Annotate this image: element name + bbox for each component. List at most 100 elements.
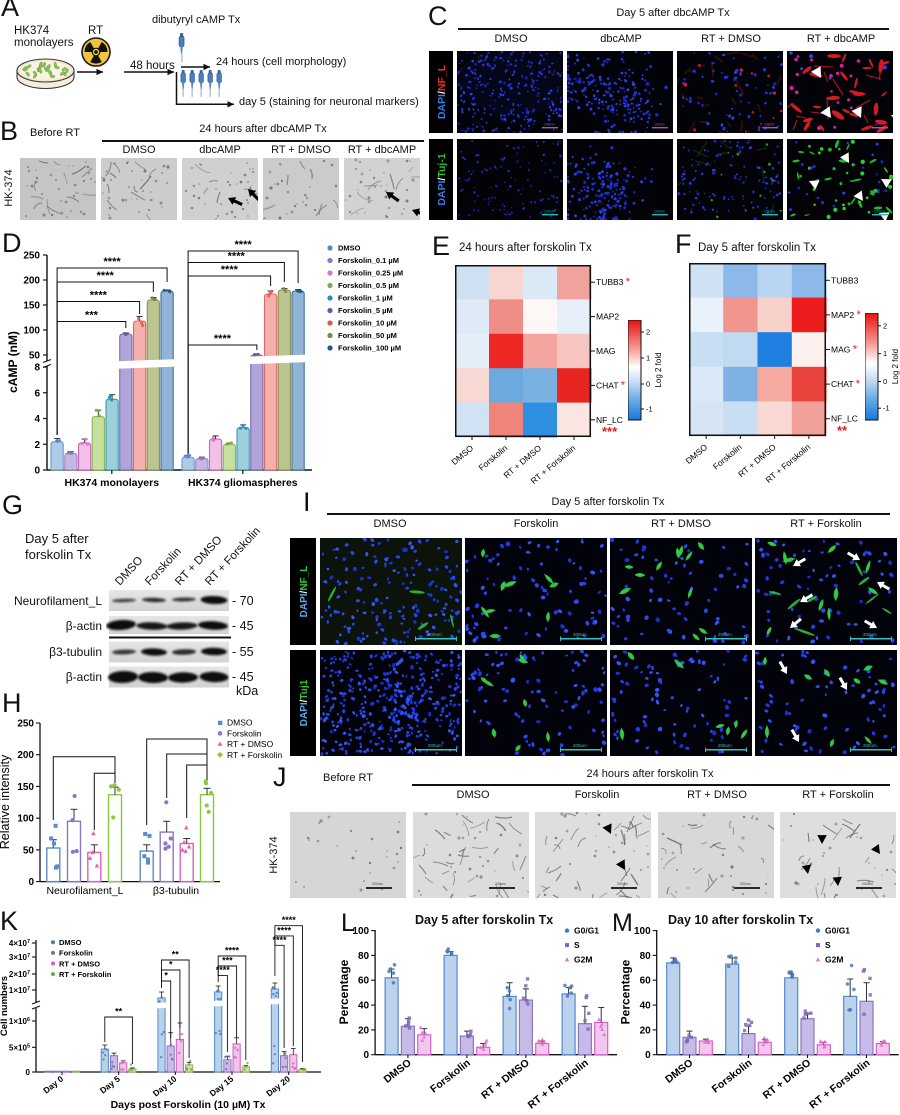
svg-text:CHAT *: CHAT *	[831, 378, 861, 390]
svg-text:***: ***	[85, 310, 99, 322]
svg-text:8: 8	[34, 363, 40, 374]
svg-text:*: *	[169, 960, 173, 970]
svg-text:DMSO: DMSO	[683, 442, 709, 466]
svg-text:RT + DMSO: RT + DMSO	[59, 959, 100, 968]
svg-text:1: 1	[883, 349, 887, 358]
svg-text:β3-tubulin: β3-tubulin	[153, 885, 199, 897]
svg-text:DAPI/NF_L: DAPI/NF_L	[299, 566, 310, 618]
svg-text:100: 100	[23, 326, 40, 337]
svg-text:200: 200	[17, 750, 34, 761]
svg-text:150: 150	[23, 301, 40, 312]
svg-text:****: ****	[216, 965, 231, 975]
svg-text:100: 100	[634, 926, 651, 937]
svg-text:100: 100	[352, 926, 369, 937]
svg-text:RT + DMSO: RT + DMSO	[761, 1057, 814, 1102]
svg-text:NF_LC: NF_LC	[831, 414, 858, 424]
svg-text:2: 2	[646, 328, 650, 337]
svg-text:100um: 100um	[874, 123, 885, 127]
svg-text:DMSO: DMSO	[382, 1057, 414, 1086]
svg-text:200um: 200um	[372, 882, 383, 886]
svg-text:100um: 100um	[544, 210, 555, 214]
svg-text:Log 2 fold: Log 2 fold	[654, 352, 663, 387]
svg-text:Forskolin_0.5 µM: Forskolin_0.5 µM	[338, 281, 399, 290]
svg-text:Day 15: Day 15	[207, 1074, 235, 1099]
svg-text:HK374 gliomaspheres: HK374 gliomaspheres	[188, 477, 298, 489]
svg-text:NF_LC: NF_LC	[596, 415, 623, 425]
svg-text:200um: 200um	[495, 882, 506, 886]
svg-text:TUBB3 *: TUBB3 *	[596, 276, 631, 288]
svg-text:RT + DMSO: RT + DMSO	[479, 1057, 532, 1102]
svg-text:250: 250	[23, 251, 40, 262]
svg-text:200um: 200um	[428, 632, 442, 637]
svg-text:0: 0	[34, 466, 40, 477]
svg-text:100um: 100um	[764, 210, 775, 214]
svg-text:20: 20	[358, 1025, 370, 1036]
svg-text:****: ****	[235, 239, 253, 251]
svg-text:S: S	[825, 940, 831, 950]
svg-text:***: ***	[222, 956, 233, 966]
svg-text:0: 0	[26, 1068, 31, 1077]
svg-text:1×106: 1×106	[9, 1017, 30, 1026]
svg-text:Forskolin_10 µM: Forskolin_10 µM	[338, 319, 397, 328]
svg-text:Day 5: Day 5	[98, 1074, 122, 1096]
svg-text:5×105: 5×105	[9, 1043, 30, 1052]
svg-text:50: 50	[23, 845, 35, 856]
svg-text:40: 40	[640, 1001, 652, 1012]
svg-text:S: S	[574, 940, 580, 950]
svg-text:Neurofilament_L: Neurofilament_L	[46, 885, 123, 897]
svg-text:100um: 100um	[764, 123, 775, 127]
svg-text:DAPI/Tuj1: DAPI/Tuj1	[299, 679, 310, 726]
svg-text:MAG *: MAG *	[831, 344, 858, 356]
svg-text:DMSO: DMSO	[338, 244, 361, 253]
svg-text:****: ****	[225, 946, 240, 956]
svg-text:50: 50	[29, 351, 41, 362]
svg-text:**: **	[837, 423, 848, 438]
svg-text:200um: 200um	[617, 882, 628, 886]
svg-text:40: 40	[358, 1001, 370, 1012]
svg-text:****: ****	[272, 935, 287, 945]
svg-text:Cell numbers: Cell numbers	[0, 976, 10, 1036]
svg-text:Day 10: Day 10	[151, 1074, 179, 1099]
svg-text:0: 0	[364, 1050, 370, 1061]
svg-text:***: ***	[602, 424, 618, 439]
svg-text:80: 80	[358, 951, 370, 962]
svg-text:Days post Forskolin (10 µM) Tx: Days post Forskolin (10 µM) Tx	[111, 1099, 266, 1111]
svg-text:MAG: MAG	[596, 346, 615, 356]
svg-text:****: ****	[277, 925, 292, 935]
svg-text:0: 0	[883, 377, 887, 386]
svg-text:200um: 200um	[573, 743, 587, 748]
svg-text:G0/G1: G0/G1	[574, 926, 599, 936]
svg-text:RT + Forskolin: RT + Forskolin	[227, 750, 282, 760]
svg-text:80: 80	[640, 951, 652, 962]
svg-text:200um: 200um	[863, 632, 877, 637]
svg-text:60: 60	[358, 976, 370, 987]
svg-text:MAP2 *: MAP2 *	[831, 309, 862, 321]
svg-text:200: 200	[23, 276, 40, 287]
svg-text:*: *	[164, 971, 168, 981]
svg-text:DMSO: DMSO	[663, 1057, 695, 1086]
svg-text:**: **	[172, 950, 180, 960]
svg-text:RT + Forskolin: RT + Forskolin	[807, 1057, 872, 1112]
svg-text:Day 20: Day 20	[264, 1074, 292, 1099]
svg-text:100um: 100um	[544, 123, 555, 127]
svg-text:200um: 200um	[428, 743, 442, 748]
svg-text:Day 0: Day 0	[41, 1074, 65, 1096]
svg-text:****: ****	[228, 251, 246, 263]
svg-text:****: ****	[221, 264, 239, 276]
svg-text:Forskolin: Forskolin	[428, 1057, 473, 1096]
svg-text:0: 0	[646, 380, 650, 389]
svg-text:Forskolin_100 µM: Forskolin_100 µM	[338, 344, 401, 353]
svg-text:200um: 200um	[718, 743, 732, 748]
svg-text:DAPI/NF_L: DAPI/NF_L	[436, 64, 448, 119]
svg-text:200um: 200um	[740, 882, 751, 886]
svg-text:****: ****	[214, 333, 232, 345]
svg-text:100: 100	[17, 814, 34, 825]
svg-text:200um: 200um	[718, 632, 732, 637]
svg-text:**: **	[115, 1007, 123, 1017]
svg-text:4: 4	[34, 414, 40, 425]
svg-text:G2M: G2M	[825, 955, 843, 965]
svg-text:RT + DMSO: RT + DMSO	[227, 739, 274, 749]
svg-text:2: 2	[34, 440, 40, 451]
svg-text:TUBB3: TUBB3	[831, 275, 859, 285]
svg-text:200um: 200um	[862, 882, 873, 886]
